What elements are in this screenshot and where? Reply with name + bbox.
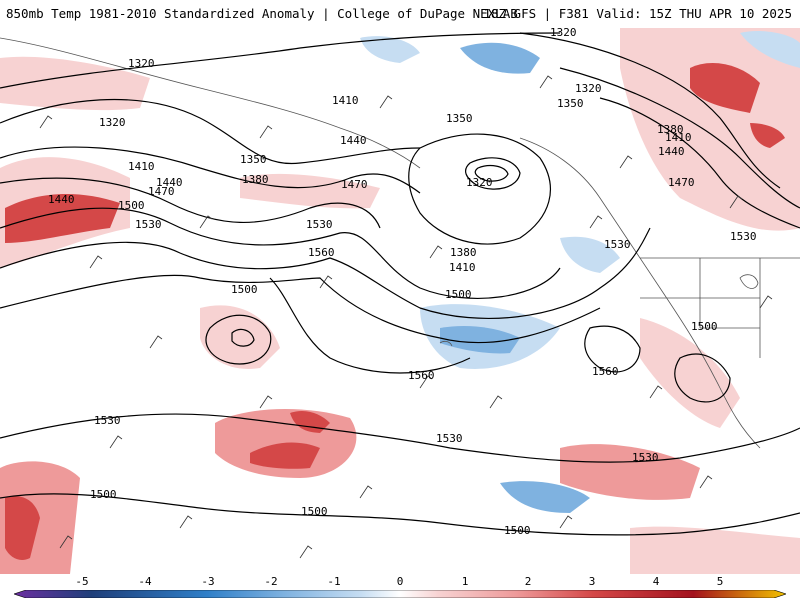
contour-label: 1470	[148, 185, 175, 198]
contour-label: 1320	[550, 28, 577, 39]
anomaly-shading	[0, 28, 800, 574]
contour-label: 1440	[340, 134, 367, 147]
contour-label: 1500	[90, 488, 117, 501]
contour-label: 1530	[436, 432, 463, 445]
contour-label: 1440	[48, 193, 75, 206]
legend-tick: -3	[201, 575, 215, 588]
contour-label: 1410	[449, 261, 476, 274]
legend-tick: -1	[327, 575, 341, 588]
cool-anomaly-region	[440, 326, 520, 354]
contour-label: 1560	[408, 369, 435, 382]
contour-label: 1530	[306, 218, 333, 231]
contour-label: 1530	[632, 451, 659, 464]
legend-tick: 1	[461, 575, 469, 588]
contour-label: 1380	[242, 173, 269, 186]
contour-label: 1350	[446, 112, 473, 125]
legend-tick: -5	[75, 575, 89, 588]
cool-anomaly-region	[500, 481, 590, 513]
contour-label: 1440	[658, 145, 685, 158]
contour-label: 1410	[665, 131, 692, 144]
cool-anomaly-region	[460, 42, 540, 74]
legend-tick: 5	[716, 575, 724, 588]
coastlines	[0, 37, 800, 449]
height-contours	[0, 32, 800, 536]
contour-label: 1470	[668, 176, 695, 189]
contour-label: 1500	[691, 320, 718, 333]
contour-label: 1410	[128, 160, 155, 173]
contour-label: 1440	[156, 176, 183, 189]
contour-label: 1530	[730, 230, 757, 243]
legend-tick: 4	[652, 575, 660, 588]
contour-label: 1350	[240, 153, 267, 166]
legend-tick: 0	[396, 575, 404, 588]
strong-warm-anomaly	[690, 63, 760, 113]
wind-barbs	[39, 75, 773, 559]
contour-label: 1470	[341, 178, 368, 191]
contour-label: 1320	[128, 57, 155, 70]
contour-label: 1560	[308, 246, 335, 259]
contour-label: 1500	[504, 524, 531, 537]
warm-anomaly-region	[240, 173, 380, 209]
contour-label: 1320	[575, 82, 602, 95]
legend-tick: -4	[138, 575, 152, 588]
model-run-info: 18Z GFS | F381 Valid: 15Z THU APR 10 202…	[483, 6, 792, 21]
contour-label: 1530	[604, 238, 631, 251]
contour-label: 1530	[135, 218, 162, 231]
strong-warm-anomaly	[250, 442, 320, 469]
legend-tick: 3	[588, 575, 596, 588]
contour-label: 1380	[450, 246, 477, 259]
color-bar	[14, 590, 786, 598]
legend-tick: 2	[524, 575, 532, 588]
contour-label: 1500	[445, 288, 472, 301]
contour-label: 1320	[466, 176, 493, 189]
contour-label: 1500	[301, 505, 328, 518]
strong-warm-anomaly	[5, 496, 40, 560]
header: 850mb Temp 1981-2010 Standardized Anomal…	[0, 0, 800, 28]
strong-warm-anomaly	[290, 411, 330, 433]
contour-label-group: 1320 1320 1320 1320 1320 1350 1350 1350 …	[48, 28, 757, 537]
cool-anomaly-region	[360, 36, 420, 63]
contour-label: 1350	[557, 97, 584, 110]
anomaly-map: 1320 1320 1320 1320 1320 1350 1350 1350 …	[0, 28, 800, 574]
contour-label: 1500	[118, 199, 145, 212]
contour-label: 1560	[592, 365, 619, 378]
warm-anomaly-region	[630, 526, 800, 574]
contour-label: 1380	[657, 123, 684, 136]
cool-anomaly-region	[740, 31, 800, 68]
contour-label: 1320	[99, 116, 126, 129]
contour-label: 1500	[231, 283, 258, 296]
contour-label: 1530	[94, 414, 121, 427]
warm-anomaly-region	[560, 444, 700, 500]
contour-label: 1410	[332, 94, 359, 107]
strong-warm-anomaly	[750, 123, 785, 148]
map-title: 850mb Temp 1981-2010 Standardized Anomal…	[6, 6, 518, 21]
legend-tick: -2	[264, 575, 278, 588]
cool-anomaly-region	[560, 236, 620, 273]
strong-warm-anomaly	[5, 193, 120, 243]
